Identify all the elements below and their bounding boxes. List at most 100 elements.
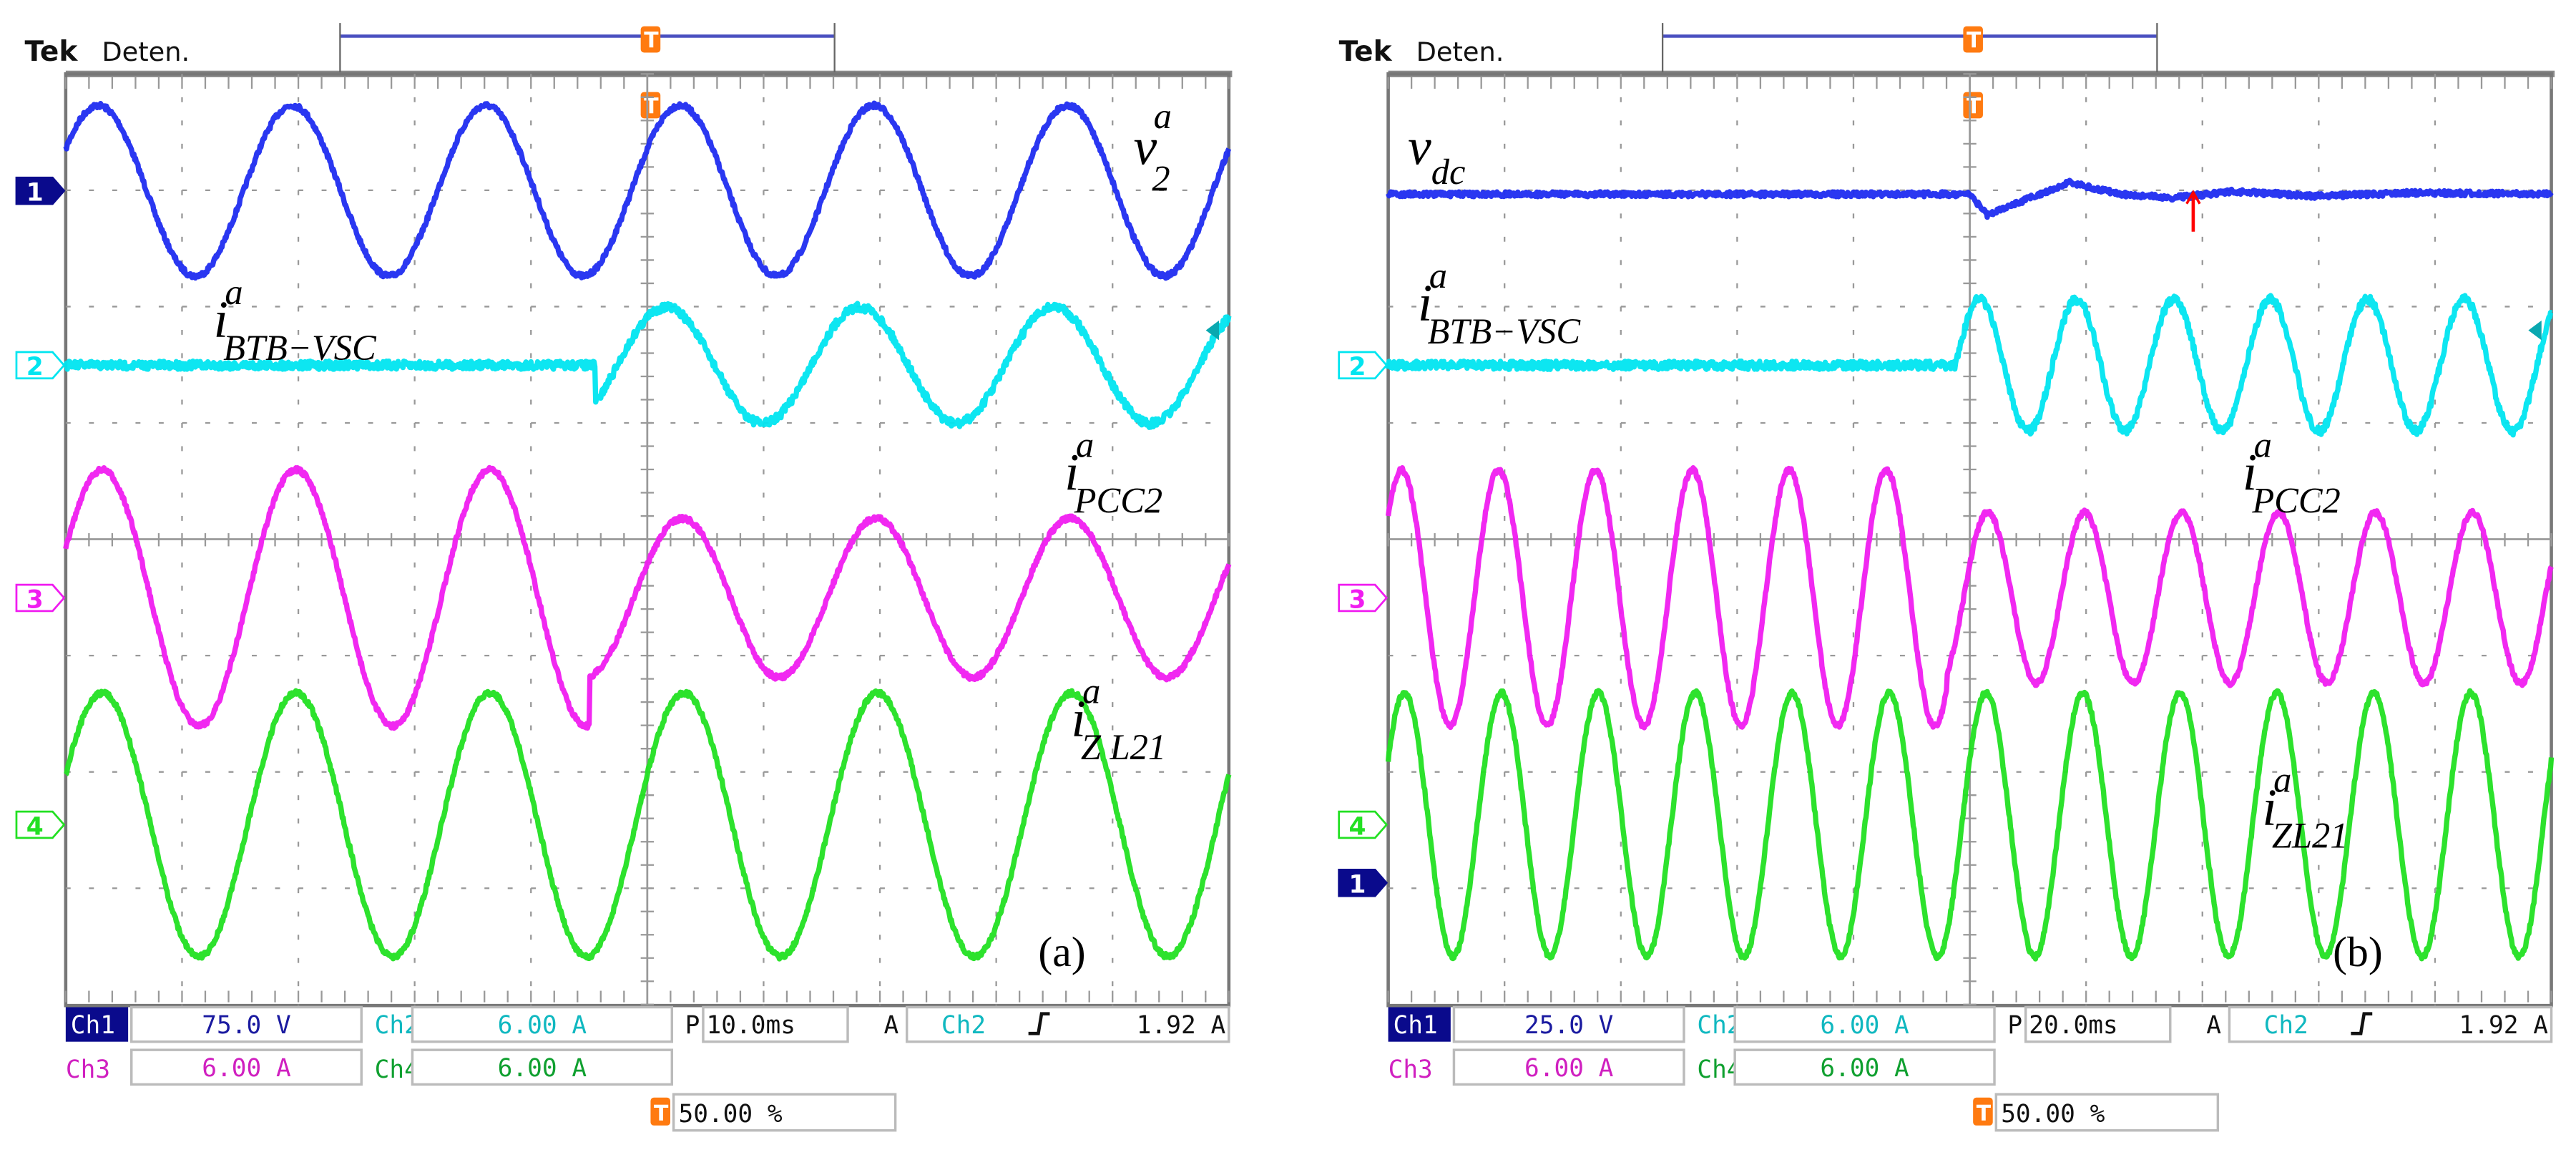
trigger-T-glyph: T — [654, 1101, 669, 1126]
label-base: i — [1071, 690, 1085, 748]
label-sup: a — [1154, 96, 1172, 136]
trace-ch1 — [63, 100, 1232, 281]
red-cursor-arrow-icon — [2185, 190, 2201, 232]
ch2-scale-box — [1733, 1005, 1996, 1043]
label-i-btb-vsc: ia BTB−VSC — [214, 272, 378, 368]
channel-3-marker: 3 — [1338, 583, 1389, 614]
label-sub: PCC2 — [1074, 480, 1162, 520]
ch1-scale-box — [1452, 1005, 1685, 1043]
label-vdc: vdc — [1408, 118, 1465, 192]
channel-tag-icon — [1338, 351, 1389, 380]
label-sup: a — [1076, 424, 1094, 464]
ch2-scale-box — [411, 1005, 674, 1043]
channel-tag-number: 2 — [1348, 353, 1366, 381]
timebase-box — [702, 1005, 849, 1043]
panel-label: (b) — [2333, 928, 2383, 975]
label-sub: dc — [1431, 152, 1466, 192]
label-sub: 2 — [1152, 158, 1170, 198]
timebase-prefix: P — [685, 1011, 700, 1040]
label-sup: a — [2273, 760, 2291, 800]
trigger-T-icon — [1963, 92, 1983, 119]
traces: 1 2 3 4 — [15, 100, 1232, 962]
label-sub: PCC2 — [2251, 480, 2340, 520]
channel-tag-number: 4 — [1348, 812, 1366, 841]
channel-2-marker: 2 — [1338, 351, 1389, 381]
ch3-scale-box — [1452, 1048, 1685, 1086]
label-base: i — [2262, 779, 2276, 837]
trace-ch4 — [1385, 688, 2555, 962]
traces: 1 2 3 4 — [1338, 177, 2555, 962]
channel-tag-number: 2 — [26, 353, 44, 381]
trace-ch2 — [63, 301, 1232, 430]
trace-ch4 — [64, 688, 1232, 962]
channel-tag-icon — [15, 583, 66, 613]
ch3-scale-box — [130, 1048, 363, 1086]
trigger-position: 50.00 % — [678, 1100, 782, 1129]
ch1-scale: 25.0 V — [1524, 1011, 1613, 1040]
channel-tag-number: 3 — [1348, 585, 1366, 614]
label-i-zl21: ia Z L21 — [1071, 671, 1166, 767]
rising-edge-icon — [2351, 1012, 2373, 1035]
trace-ch3 — [63, 464, 1232, 731]
label-i-zl21: ia ZL21 — [2262, 760, 2348, 856]
trigger-level-arrow-icon — [1205, 320, 1220, 341]
brand-tek: Tek — [24, 36, 78, 68]
ch4-scale-box — [411, 1048, 674, 1086]
label-sub: ZL21 — [2272, 816, 2349, 856]
trigger-T-icon — [1963, 26, 1983, 53]
channel-4-marker: 4 — [1338, 810, 1389, 841]
channel-1-marker: 1 — [1338, 869, 1389, 900]
channel-tag-icon — [15, 351, 66, 380]
label-sub: Z L21 — [1081, 727, 1166, 767]
ch4-scale: 6.00 A — [1820, 1054, 1909, 1083]
trigger-level-arrow-icon — [2528, 320, 2542, 341]
label-base: i — [214, 291, 228, 349]
channel-tag-icon — [15, 176, 66, 205]
label-sub: BTB−VSC — [223, 328, 377, 368]
label-base: i — [2243, 443, 2257, 501]
acq-status: Deten. — [1416, 36, 1504, 67]
trigger-level: 1.92 A — [1137, 1011, 1226, 1040]
channel-tag-number: 3 — [26, 585, 44, 614]
ch1-name: Ch1 — [1393, 1011, 1437, 1040]
trigger-source: Ch2 — [941, 1011, 986, 1040]
ch2-scale: 6.00 A — [498, 1011, 587, 1040]
brand-tek: Tek — [1339, 36, 1393, 68]
trigger-T-glyph: T — [1967, 29, 1982, 54]
trigger-T-icon — [1973, 1097, 1993, 1126]
trigger-box — [2228, 1005, 2553, 1043]
channel-tag-number: 4 — [26, 812, 44, 841]
ch1-tag-bg — [1388, 1007, 1451, 1042]
timebase-prefix: P — [2007, 1011, 2022, 1040]
ch3-scale: 6.00 A — [1524, 1054, 1614, 1083]
ch1-scale-box — [130, 1005, 363, 1043]
trigger-mode: A — [2206, 1011, 2221, 1040]
channel-tag-icon — [1338, 810, 1389, 839]
label-i-pcc2: ia PCC2 — [2243, 424, 2341, 520]
trigger-T-glyph: T — [644, 29, 659, 54]
label-sup: a — [1082, 671, 1100, 711]
trigger-T-icon — [640, 92, 661, 119]
ch3-name: Ch3 — [1389, 1056, 1433, 1084]
ch1-tag-bg — [65, 1007, 129, 1042]
channel-tag-number: 1 — [1348, 871, 1366, 900]
channel-tag-icon — [1338, 869, 1389, 897]
channel-tag-number: 1 — [26, 178, 44, 207]
timebase-value: 20.0ms — [2029, 1011, 2117, 1040]
label-v2a: va 2 — [1134, 96, 1172, 198]
channel-3-marker: 3 — [15, 583, 66, 614]
ch1-name: Ch1 — [71, 1011, 115, 1040]
trigger-position-box — [1994, 1093, 2220, 1132]
trigger-position-box — [672, 1093, 897, 1132]
label-base: v — [1408, 118, 1431, 176]
panel-label: (a) — [1038, 928, 1085, 975]
ch1-scale: 75.0 V — [202, 1011, 290, 1040]
trigger-T-glyph: T — [1977, 1101, 1992, 1126]
label-sup: a — [2254, 424, 2272, 464]
ch3-scale: 6.00 A — [202, 1054, 291, 1083]
trace-ch2 — [1385, 293, 2554, 438]
label-i-pcc2: ia PCC2 — [1064, 424, 1162, 520]
